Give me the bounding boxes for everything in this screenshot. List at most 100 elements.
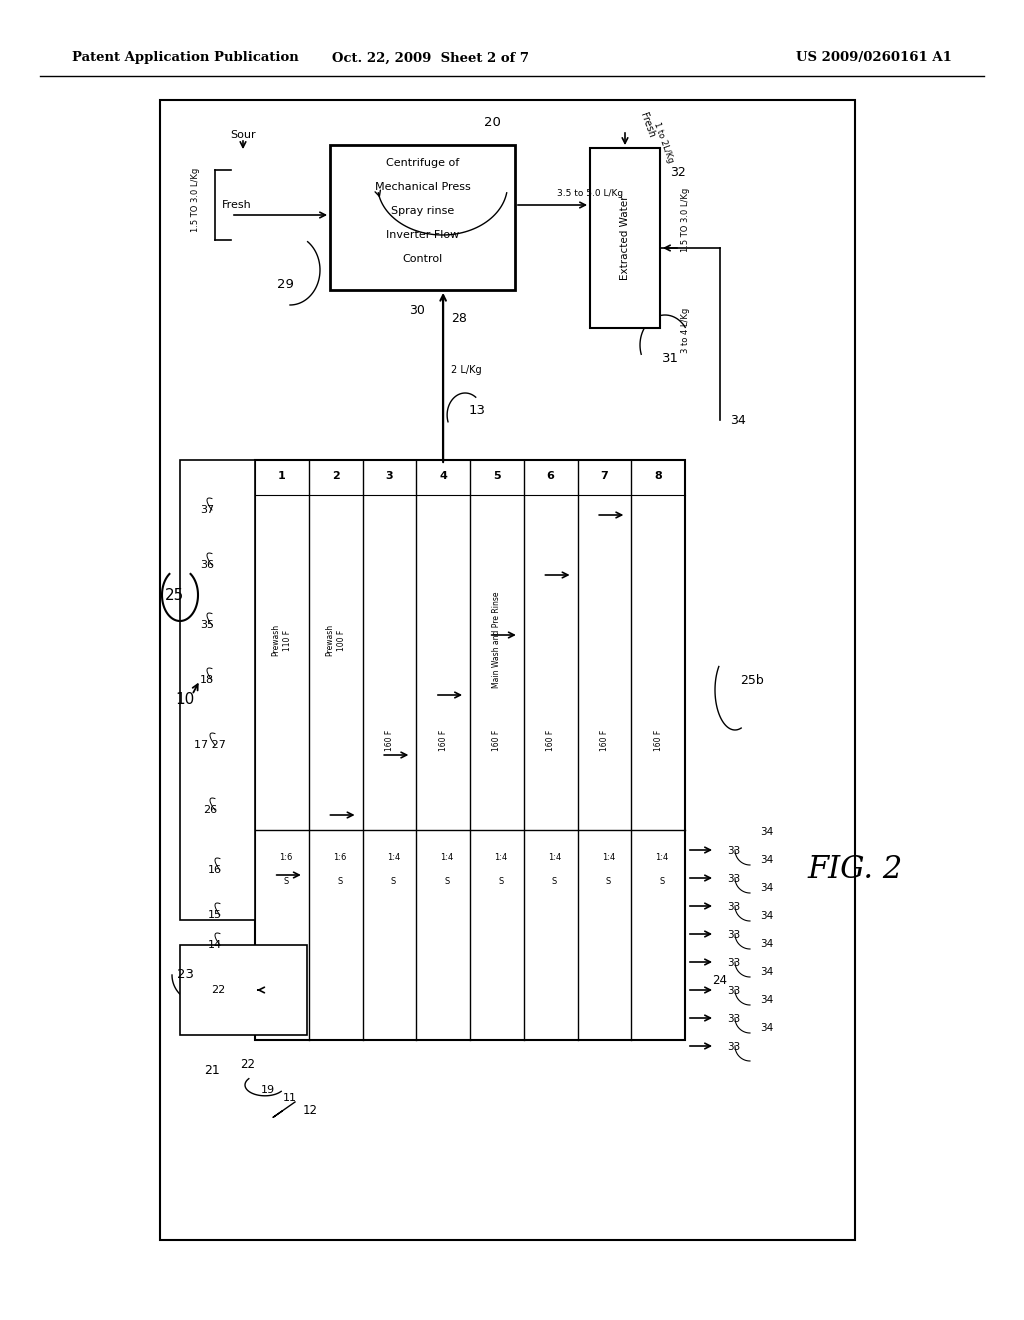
Text: 33: 33: [727, 1041, 740, 1052]
Text: 23: 23: [176, 969, 194, 982]
Text: 34: 34: [760, 855, 773, 865]
Text: 33: 33: [727, 1014, 740, 1024]
Text: S: S: [659, 878, 665, 887]
Text: 34: 34: [760, 828, 773, 837]
Text: 14: 14: [208, 940, 222, 950]
Text: 36: 36: [200, 560, 214, 570]
Text: S: S: [499, 878, 504, 887]
Text: 33: 33: [727, 846, 740, 855]
Text: 160 F: 160 F: [653, 730, 663, 751]
Text: S: S: [284, 878, 289, 887]
Text: 1: 1: [278, 471, 286, 480]
Text: 110 F: 110 F: [284, 630, 293, 651]
Text: 33: 33: [727, 986, 740, 997]
Text: 34: 34: [760, 911, 773, 921]
Text: Mechanical Press: Mechanical Press: [375, 182, 470, 191]
Text: 10: 10: [175, 693, 195, 708]
Text: S: S: [391, 878, 396, 887]
Text: Patent Application Publication: Patent Application Publication: [72, 51, 299, 65]
Text: 35: 35: [200, 620, 214, 630]
Text: Spray rinse: Spray rinse: [391, 206, 454, 216]
Text: 34: 34: [760, 1023, 773, 1034]
Text: 2 L/Kg: 2 L/Kg: [452, 366, 481, 375]
Text: S: S: [337, 878, 342, 887]
Text: 22: 22: [211, 985, 225, 995]
Text: 13: 13: [468, 404, 485, 417]
Text: 8: 8: [654, 471, 662, 480]
Text: 1:4: 1:4: [655, 854, 669, 862]
Text: FIG. 2: FIG. 2: [807, 854, 902, 886]
Text: 160 F: 160 F: [546, 730, 555, 751]
Text: 3 to 4 L/Kg: 3 to 4 L/Kg: [682, 308, 690, 352]
Text: 31: 31: [662, 351, 679, 364]
Text: 25: 25: [165, 587, 184, 602]
Text: 21: 21: [204, 1064, 220, 1077]
Text: 1:4: 1:4: [387, 854, 400, 862]
Text: 37: 37: [200, 506, 214, 515]
Text: 160 F: 160 F: [438, 730, 447, 751]
Text: Centrifuge of: Centrifuge of: [386, 158, 459, 168]
Text: 33: 33: [727, 931, 740, 940]
Text: 30: 30: [410, 304, 425, 317]
Text: 7: 7: [600, 471, 608, 480]
Text: 1.5 TO 3.0 L/Kg: 1.5 TO 3.0 L/Kg: [191, 168, 201, 232]
Text: 34: 34: [730, 413, 745, 426]
Text: 17 27: 17 27: [195, 741, 226, 750]
Text: 3.5 to 5.0 L/Kg: 3.5 to 5.0 L/Kg: [557, 189, 623, 198]
Text: Inverter Flow: Inverter Flow: [386, 230, 459, 240]
Text: 33: 33: [727, 874, 740, 884]
Text: 18: 18: [200, 675, 214, 685]
Text: 29: 29: [276, 279, 294, 292]
Text: S: S: [444, 878, 450, 887]
Text: 28: 28: [452, 312, 467, 325]
Text: Fresh: Fresh: [638, 111, 656, 139]
Bar: [330, 145, 515, 290]
Text: 34: 34: [760, 968, 773, 977]
Text: Main Wash and Pre Rinse: Main Wash and Pre Rinse: [493, 591, 502, 688]
Text: 1:4: 1:4: [548, 854, 561, 862]
Text: Sour: Sour: [230, 129, 256, 140]
Text: 3: 3: [386, 471, 393, 480]
Text: S: S: [552, 878, 557, 887]
Bar: [180, 945, 307, 1035]
Text: 160 F: 160 F: [493, 730, 502, 751]
Text: S: S: [606, 878, 611, 887]
Text: 20: 20: [484, 116, 501, 129]
Text: 6: 6: [547, 471, 555, 480]
Text: Control: Control: [402, 253, 442, 264]
Text: 1:6: 1:6: [280, 854, 293, 862]
Text: 22: 22: [241, 1059, 256, 1072]
Text: 100 F: 100 F: [337, 630, 346, 651]
Text: 19: 19: [261, 1085, 275, 1096]
Text: 1:4: 1:4: [440, 854, 454, 862]
Bar: [160, 100, 855, 1239]
Text: Prewash: Prewash: [271, 624, 281, 656]
Text: Extracted Water: Extracted Water: [620, 195, 630, 280]
Text: 34: 34: [760, 995, 773, 1005]
Text: 1:6: 1:6: [333, 854, 346, 862]
Text: 4: 4: [439, 471, 447, 480]
Text: 1 to 2L/Kg: 1 to 2L/Kg: [651, 120, 675, 164]
Text: Oct. 22, 2009  Sheet 2 of 7: Oct. 22, 2009 Sheet 2 of 7: [332, 51, 528, 65]
Text: 33: 33: [727, 902, 740, 912]
Text: 2: 2: [332, 471, 340, 480]
Text: 160 F: 160 F: [600, 730, 609, 751]
Text: 12: 12: [302, 1104, 317, 1117]
Bar: [255, 459, 685, 1040]
Text: US 2009/0260161 A1: US 2009/0260161 A1: [796, 51, 952, 65]
Text: 1:4: 1:4: [602, 854, 615, 862]
Text: 5: 5: [494, 471, 501, 480]
Text: 34: 34: [760, 883, 773, 894]
Text: 32: 32: [670, 166, 686, 180]
Text: 34: 34: [760, 939, 773, 949]
Bar: [180, 459, 255, 920]
Text: Fresh: Fresh: [222, 201, 252, 210]
Text: 24: 24: [713, 974, 727, 986]
Text: Prewash: Prewash: [326, 624, 334, 656]
Text: 1:4: 1:4: [495, 854, 508, 862]
Text: 16: 16: [208, 865, 222, 875]
Text: 25b: 25b: [740, 673, 764, 686]
Text: 26: 26: [203, 805, 217, 814]
Text: 11: 11: [283, 1093, 297, 1104]
Text: 33: 33: [727, 958, 740, 968]
